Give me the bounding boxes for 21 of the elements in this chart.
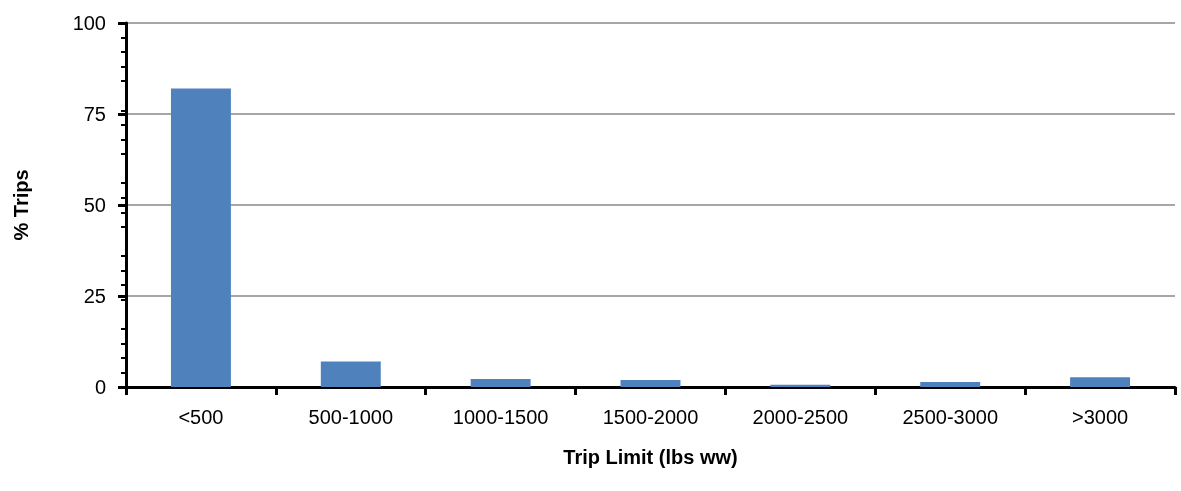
bar bbox=[1070, 377, 1131, 387]
x-tick-label: 2500-3000 bbox=[902, 406, 999, 428]
x-tick-label: 2000-2500 bbox=[752, 406, 849, 428]
y-tick-label: 0 bbox=[94, 376, 106, 398]
x-tick-label: 1500-2000 bbox=[602, 406, 699, 428]
y-tick-label: 100 bbox=[72, 12, 106, 34]
y-axis-title: % Trips bbox=[10, 169, 32, 241]
x-tick-label: 1000-1500 bbox=[452, 406, 549, 428]
y-tick-label: 25 bbox=[83, 285, 106, 307]
x-tick-label: >3000 bbox=[1071, 406, 1129, 428]
bar bbox=[470, 378, 531, 387]
x-tick-label: <500 bbox=[178, 406, 224, 428]
y-tick-label: 50 bbox=[83, 194, 106, 216]
y-tick-label: 75 bbox=[83, 103, 106, 125]
x-axis-title: Trip Limit (lbs ww) bbox=[563, 446, 738, 468]
bar bbox=[920, 381, 981, 387]
bar bbox=[320, 361, 381, 387]
bar bbox=[620, 380, 681, 387]
bar bbox=[770, 384, 831, 387]
bar bbox=[170, 88, 231, 387]
x-tick-label: 500-1000 bbox=[308, 406, 394, 428]
